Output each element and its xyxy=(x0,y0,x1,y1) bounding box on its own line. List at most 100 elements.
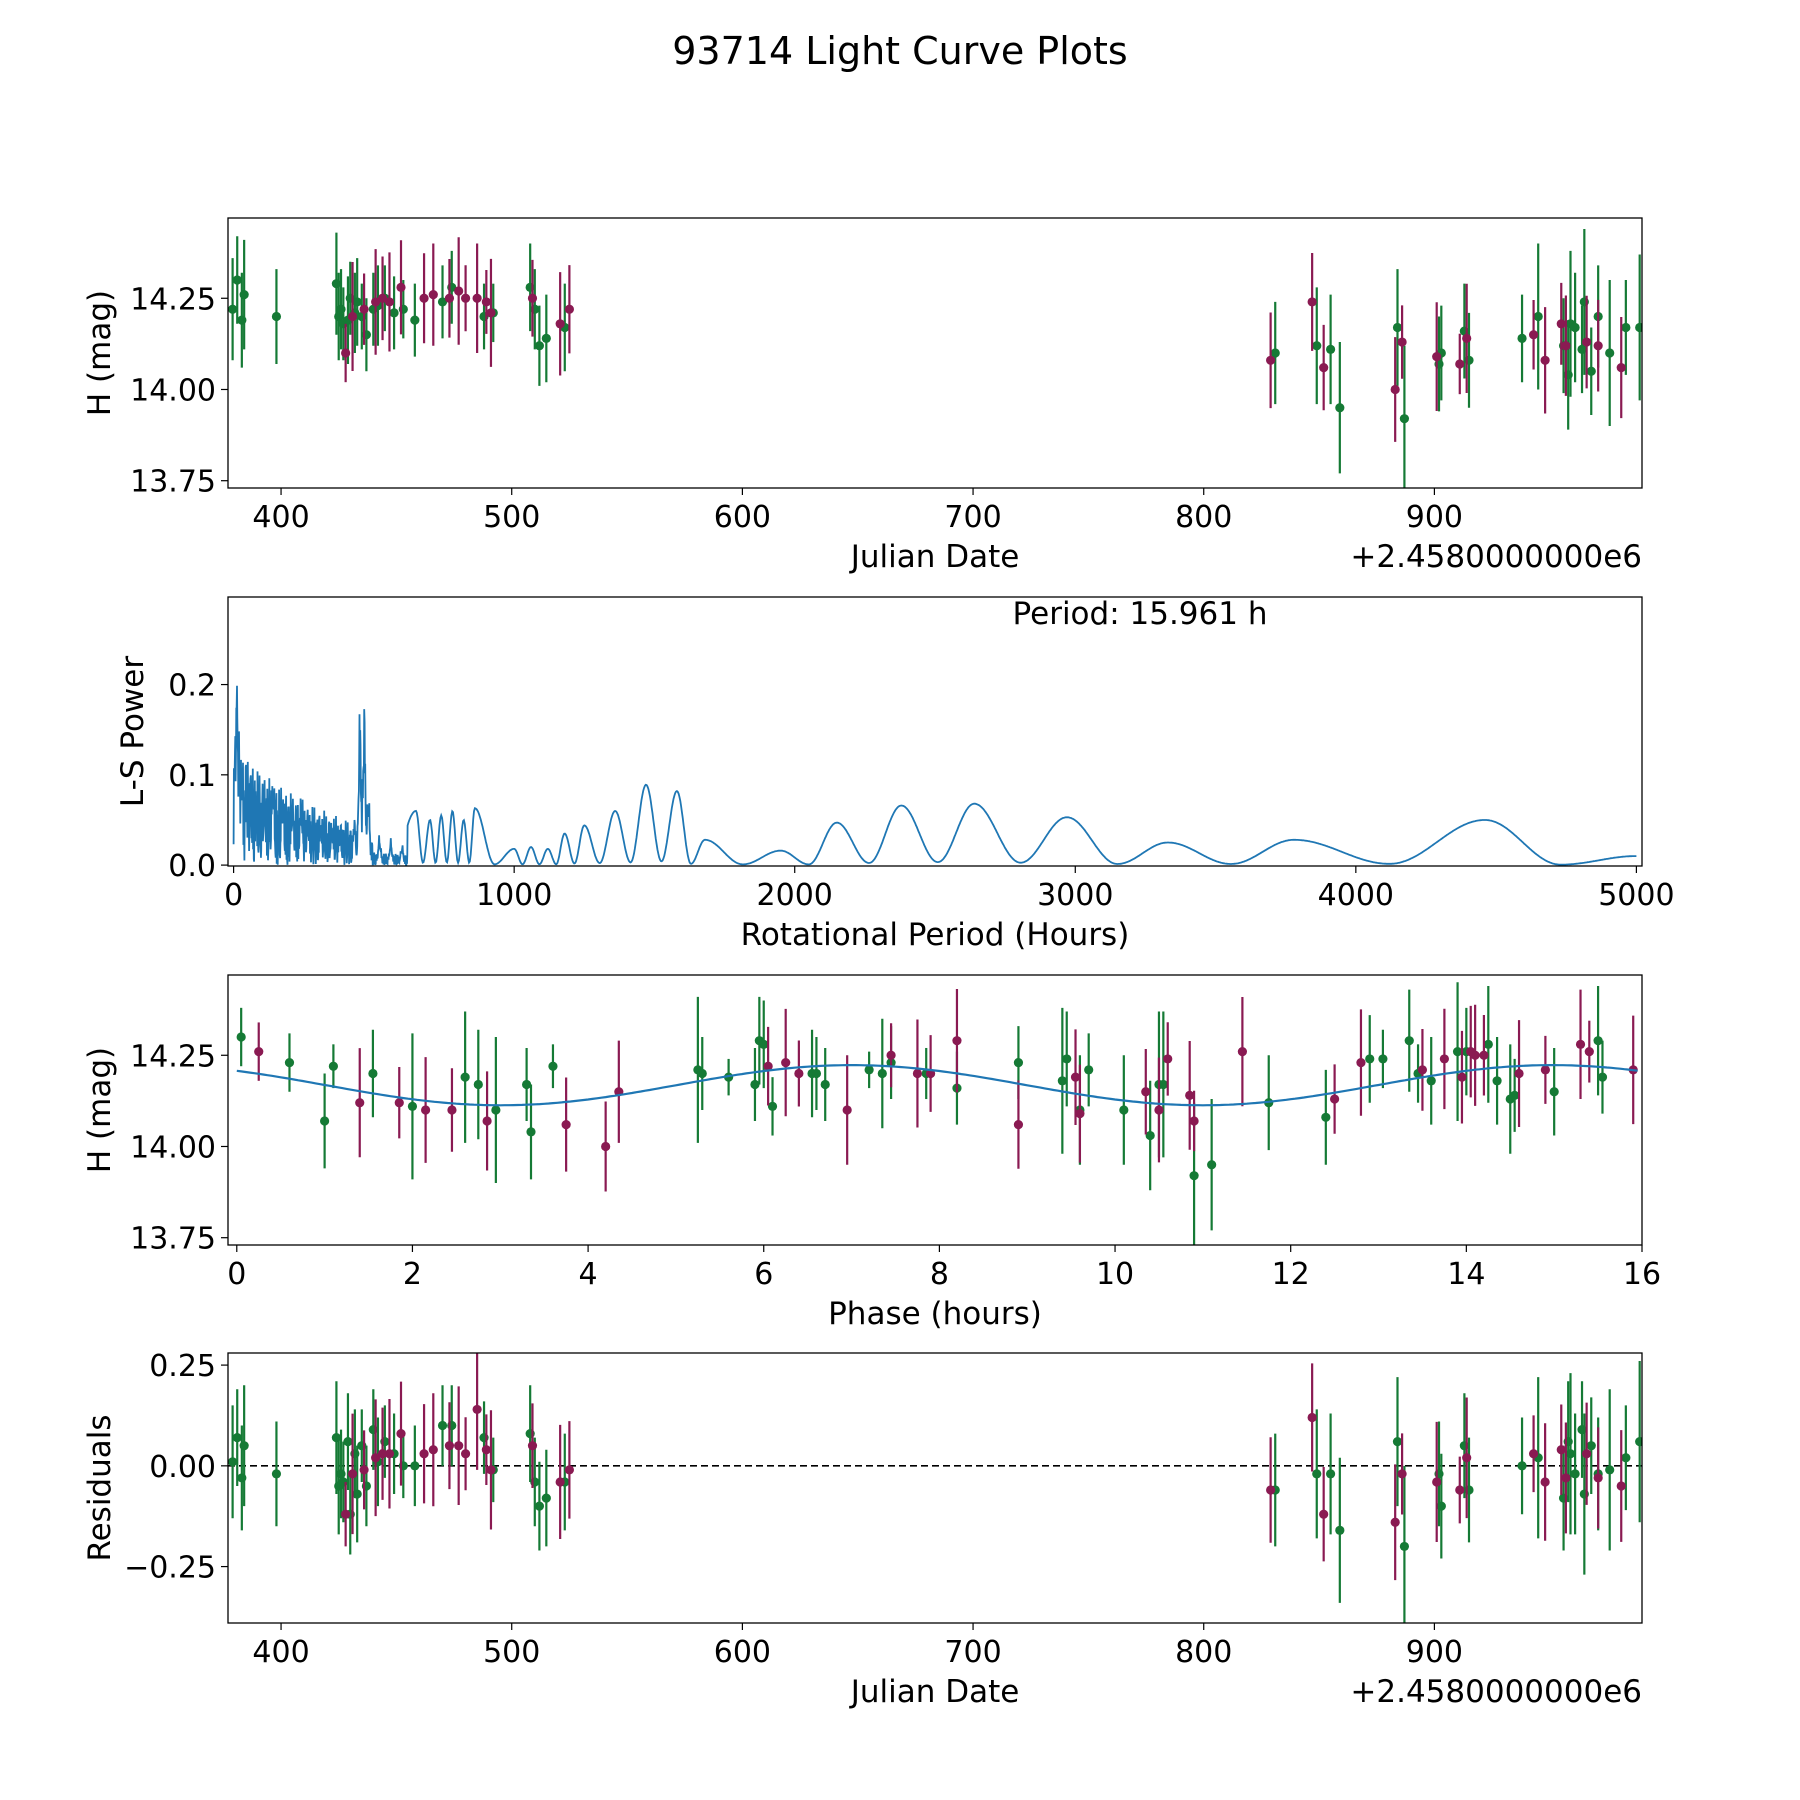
lightcurve-point xyxy=(1593,341,1603,351)
lightcurve-point xyxy=(341,348,351,358)
residuals-point xyxy=(228,1457,238,1467)
lightcurve-series-maroon xyxy=(341,237,1626,442)
lightcurve-xtick-label: 600 xyxy=(714,500,771,535)
residuals-xtick-label: 900 xyxy=(1406,1635,1463,1670)
phased-ytick-label: 14.25 xyxy=(130,1039,216,1074)
phased-fit-group xyxy=(236,1064,1638,1107)
phased-point xyxy=(1404,1036,1414,1046)
phased-xlabel: Phase (hours) xyxy=(828,1296,1042,1332)
phased-point xyxy=(750,1079,760,1090)
phased-xtick-label: 6 xyxy=(754,1257,773,1292)
phased-point xyxy=(1584,1047,1594,1057)
phased-point xyxy=(491,1105,501,1115)
phased-point xyxy=(482,1116,492,1126)
phased-point xyxy=(522,1079,532,1090)
phased-point xyxy=(1070,1072,1081,1082)
residuals-point xyxy=(428,1445,438,1455)
phased-point xyxy=(1062,1054,1072,1064)
lightcurve-point xyxy=(1335,403,1345,413)
phased-point xyxy=(1575,1039,1586,1049)
residuals-point xyxy=(1335,1525,1345,1535)
phased-xtick-label: 2 xyxy=(403,1257,422,1292)
lightcurve-point xyxy=(1455,359,1465,369)
residuals-point xyxy=(527,1441,538,1451)
lightcurve-point xyxy=(428,290,438,300)
phased-point xyxy=(473,1079,483,1090)
residuals-point xyxy=(1392,1437,1403,1447)
lightcurve-point xyxy=(1270,348,1280,358)
phased-point xyxy=(864,1065,874,1075)
phased-point xyxy=(1084,1065,1094,1075)
lightcurve-xlabel: Julian Date xyxy=(849,539,1020,575)
lightcurve-point xyxy=(1582,337,1592,347)
periodogram-xtick-label: 2000 xyxy=(757,878,833,913)
periodogram-annotation: Period: 15.961 h xyxy=(1013,596,1268,632)
phased-point xyxy=(1075,1109,1085,1119)
lightcurve-point xyxy=(1325,344,1336,354)
residuals-offset-text: +2.4580000000e6 xyxy=(1350,1674,1642,1710)
phased-point xyxy=(1141,1087,1151,1097)
residuals-point xyxy=(1540,1477,1550,1487)
lightcurve-point xyxy=(1312,341,1322,351)
residuals-point xyxy=(232,1433,242,1443)
phased-point xyxy=(1163,1054,1173,1064)
lightcurve-point xyxy=(1307,297,1317,307)
phased-ytick-label: 14.00 xyxy=(130,1130,216,1165)
phased-point xyxy=(781,1057,791,1068)
residuals-xtick-label: 500 xyxy=(483,1635,540,1670)
residuals-point xyxy=(444,1441,455,1451)
phased-point xyxy=(1426,1076,1436,1086)
lightcurve-point xyxy=(1540,355,1550,365)
phased-point xyxy=(1470,1050,1480,1060)
lightcurve-point xyxy=(1528,330,1539,340)
phased-point xyxy=(1483,1039,1493,1049)
lightcurve-point xyxy=(437,297,448,307)
phased-point xyxy=(526,1127,536,1137)
residuals-point xyxy=(352,1489,362,1499)
periodogram-xlabel: Rotational Period (Hours) xyxy=(741,917,1130,953)
lightcurve-point xyxy=(232,275,242,285)
phased-point xyxy=(1365,1054,1375,1064)
phased-point xyxy=(1417,1065,1428,1075)
phased-point xyxy=(561,1119,571,1130)
residuals-point xyxy=(1605,1465,1615,1475)
residuals-series-maroon xyxy=(341,1353,1626,1581)
phased-point xyxy=(1189,1116,1199,1126)
residuals-point xyxy=(454,1441,464,1451)
lightcurve-point xyxy=(472,293,482,303)
residuals-point xyxy=(1528,1449,1539,1459)
lightcurve-ytick-label: 14.00 xyxy=(130,373,216,408)
periodogram-xtick-label: 3000 xyxy=(1037,878,1113,913)
residuals-point xyxy=(1586,1441,1596,1451)
lightcurve-point xyxy=(396,282,406,292)
residuals-point xyxy=(343,1437,353,1447)
phased-point xyxy=(355,1098,365,1108)
phased-point xyxy=(1119,1105,1129,1115)
phased-point xyxy=(794,1068,804,1079)
residuals-point xyxy=(460,1449,471,1459)
phased-point xyxy=(460,1072,470,1082)
phased-point xyxy=(1145,1130,1155,1141)
plots-container: 400 500 600 700 800 90013.7514.0014.25Julian … xyxy=(82,217,1675,1710)
residuals-xtick-label: 800 xyxy=(1175,1635,1232,1670)
phased-point xyxy=(1378,1054,1388,1064)
residuals-ylabel: Residuals xyxy=(82,1414,118,1561)
residuals-xtick-label: 600 xyxy=(714,1635,771,1670)
phased-point xyxy=(1321,1112,1331,1122)
periodogram-xtick-label: 5000 xyxy=(1598,878,1674,913)
lightcurve-point xyxy=(1533,311,1543,322)
residuals-point xyxy=(359,1465,369,1475)
phased-point xyxy=(236,1032,246,1042)
residuals-xtick-label: 700 xyxy=(944,1635,1001,1670)
lightcurve-point xyxy=(359,304,369,314)
residuals-point xyxy=(1517,1461,1527,1471)
figure-title: 93714 Light Curve Plots xyxy=(672,29,1127,73)
residuals-point xyxy=(271,1469,282,1479)
residuals-point xyxy=(1635,1437,1642,1447)
residuals-point xyxy=(1561,1473,1571,1483)
phased-ylabel: H (mag) xyxy=(82,1047,118,1173)
phased-point xyxy=(1185,1090,1195,1101)
phased-point xyxy=(421,1105,431,1115)
residuals-point xyxy=(564,1465,574,1475)
lightcurve-point xyxy=(1570,322,1580,333)
